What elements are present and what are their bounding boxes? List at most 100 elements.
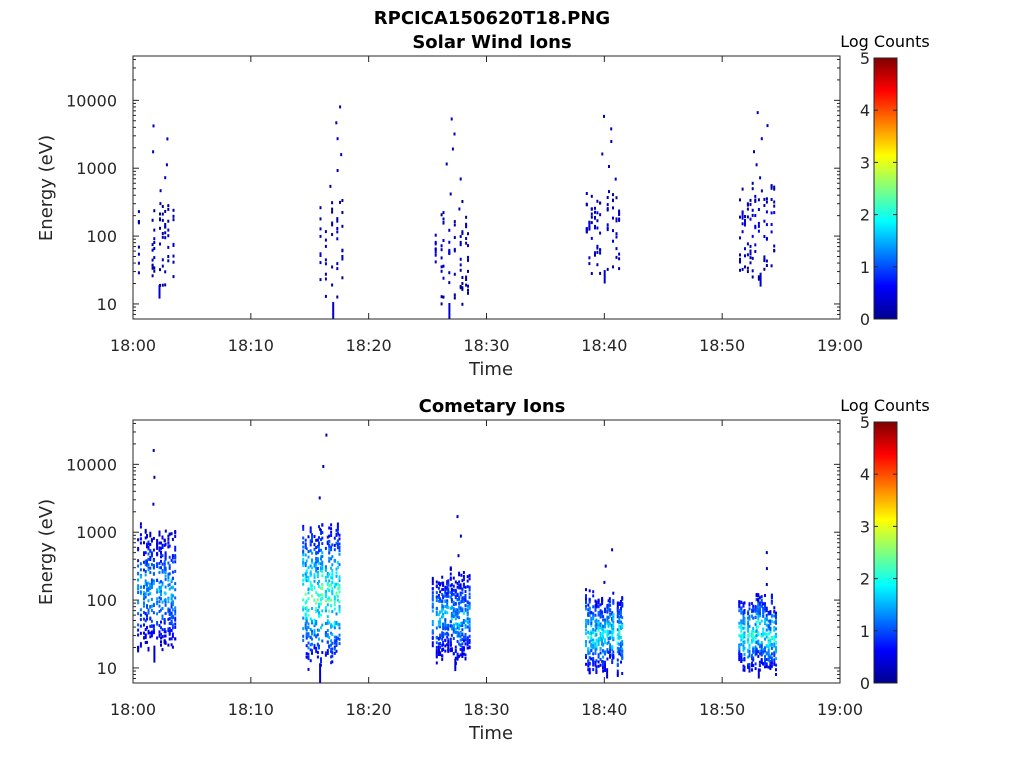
- spectrogram-cell: [765, 223, 768, 227]
- spectrogram-cell: [599, 626, 602, 630]
- spectrogram-cell: [309, 530, 312, 534]
- spectrogram-cell: [590, 207, 593, 211]
- spectrogram-cell: [773, 626, 776, 630]
- spectrogram-cell: [170, 601, 173, 605]
- spectrogram-cell: [585, 642, 587, 646]
- spectrogram-cell: [442, 648, 445, 651]
- spectrogram-cell: [333, 651, 336, 655]
- spectrogram-cell: [740, 642, 743, 646]
- spectrogram-cell: [452, 608, 455, 612]
- spectrogram-cell: [324, 589, 327, 593]
- spectrogram-cell: [144, 573, 147, 577]
- spectrogram-cell: [139, 537, 142, 541]
- spectrogram-cell: [152, 602, 155, 606]
- spectrogram-cell: [309, 648, 312, 652]
- spectrogram-cell: [757, 208, 760, 211]
- spectrogram-cell: [612, 615, 615, 618]
- spectrogram-cell: [311, 538, 313, 541]
- spectrogram-cell: [444, 585, 447, 589]
- spectrogram-cell: [302, 578, 305, 582]
- spectrogram-cell: [171, 586, 174, 590]
- spectrogram-cell: [149, 616, 152, 620]
- spectrogram-cell: [315, 566, 318, 570]
- spectrogram-cell: [587, 608, 590, 612]
- spectrogram-cell: [338, 610, 341, 614]
- spectrogram-cell: [468, 596, 471, 599]
- spectrogram-cell: [431, 579, 434, 583]
- spectrogram-cell: [324, 546, 327, 550]
- spectrogram-cell: [758, 645, 761, 649]
- spectrogram-cell: [161, 212, 164, 216]
- spectrogram-cell: [595, 644, 598, 648]
- spectrogram-cell: [459, 257, 462, 261]
- spectrogram-cell: [467, 258, 469, 262]
- spectrogram-cell: [170, 558, 173, 562]
- spectrogram-cell: [743, 626, 746, 630]
- spectrogram-cell: [770, 642, 773, 646]
- spectrogram-cell: [447, 639, 450, 643]
- spectrogram-cell: [454, 613, 457, 617]
- spectrogram-cell: [738, 603, 741, 607]
- spectrogram-cell: [743, 611, 746, 614]
- spectrogram-cell: [144, 612, 147, 616]
- spectrogram-cell: [302, 598, 305, 602]
- spectrogram-cell: [431, 594, 434, 598]
- spectrogram-cell: [585, 618, 587, 622]
- spectrogram-cell: [338, 549, 341, 553]
- spectrogram-cell: [590, 611, 593, 615]
- spectrogram-cell: [167, 561, 170, 565]
- spectrogram-cell: [335, 644, 338, 647]
- spectrogram-cell: [305, 655, 308, 659]
- spectrogram-cell: [594, 663, 597, 666]
- spectrogram-cell: [757, 642, 760, 646]
- spectrogram-cell: [740, 654, 743, 658]
- spectrogram-cell: [159, 218, 161, 222]
- spectrogram-cell: [439, 590, 442, 594]
- spectrogram-cell: [468, 577, 471, 581]
- spectrogram-cell: [338, 578, 341, 582]
- spectrogram-cell: [585, 588, 587, 592]
- spectrogram-cell: [149, 566, 152, 570]
- spectrogram-cell: [161, 606, 164, 610]
- spectrogram-cell: [431, 591, 434, 595]
- spectrogram-cell: [153, 266, 156, 270]
- spectrogram-cell: [592, 615, 595, 619]
- spectrogram-cell: [746, 242, 749, 246]
- spectrogram-cell: [307, 535, 310, 539]
- spectrogram-cell: [453, 272, 456, 276]
- x-tick-label: 18:00: [110, 336, 156, 355]
- spectrogram-cell: [309, 636, 312, 640]
- spectrogram-cell: [336, 544, 339, 548]
- spectrogram-cell: [602, 669, 605, 673]
- spectrogram-cell: [751, 657, 753, 661]
- spectrogram-cell: [773, 628, 776, 632]
- spectrogram-cell: [328, 543, 331, 547]
- spectrogram-cell: [740, 609, 743, 613]
- spectrogram-cell-high-energy: [756, 111, 759, 115]
- spectrogram-cell: [333, 635, 336, 639]
- x-ticks-solar-wind: 18:00 18:10 18:20 18:30 18:40 18:50 19:00: [110, 56, 863, 355]
- spectrogram-cell: [588, 606, 591, 610]
- spectrogram-cell: [454, 622, 457, 626]
- spectrogram-cell: [754, 622, 757, 626]
- spectrogram-cell: [588, 227, 591, 231]
- spectrogram-cell: [751, 661, 753, 665]
- spectrogram-cell: [588, 225, 591, 229]
- spectrogram-cell: [309, 539, 312, 543]
- spectrogram-cell: [769, 664, 772, 668]
- spectrogram-cell: [762, 607, 765, 611]
- spectrogram-cell: [156, 542, 159, 545]
- spectrogram-cell: [336, 594, 339, 598]
- spectrogram-cell: [338, 590, 341, 594]
- spectrogram-cell: [461, 282, 464, 285]
- spectrogram-cell: [459, 600, 462, 604]
- spectrogram-cell: [156, 612, 159, 616]
- spectrogram-cell: [318, 585, 320, 588]
- spectrogram-cell: [616, 662, 619, 666]
- spectrogram-cell: [316, 642, 319, 646]
- spectrogram-cell: [601, 610, 604, 614]
- spectrogram-cell: [321, 623, 324, 627]
- spectrogram-cell: [311, 651, 313, 655]
- spectrogram-cell: [743, 658, 746, 662]
- spectrogram-cell: [767, 612, 770, 616]
